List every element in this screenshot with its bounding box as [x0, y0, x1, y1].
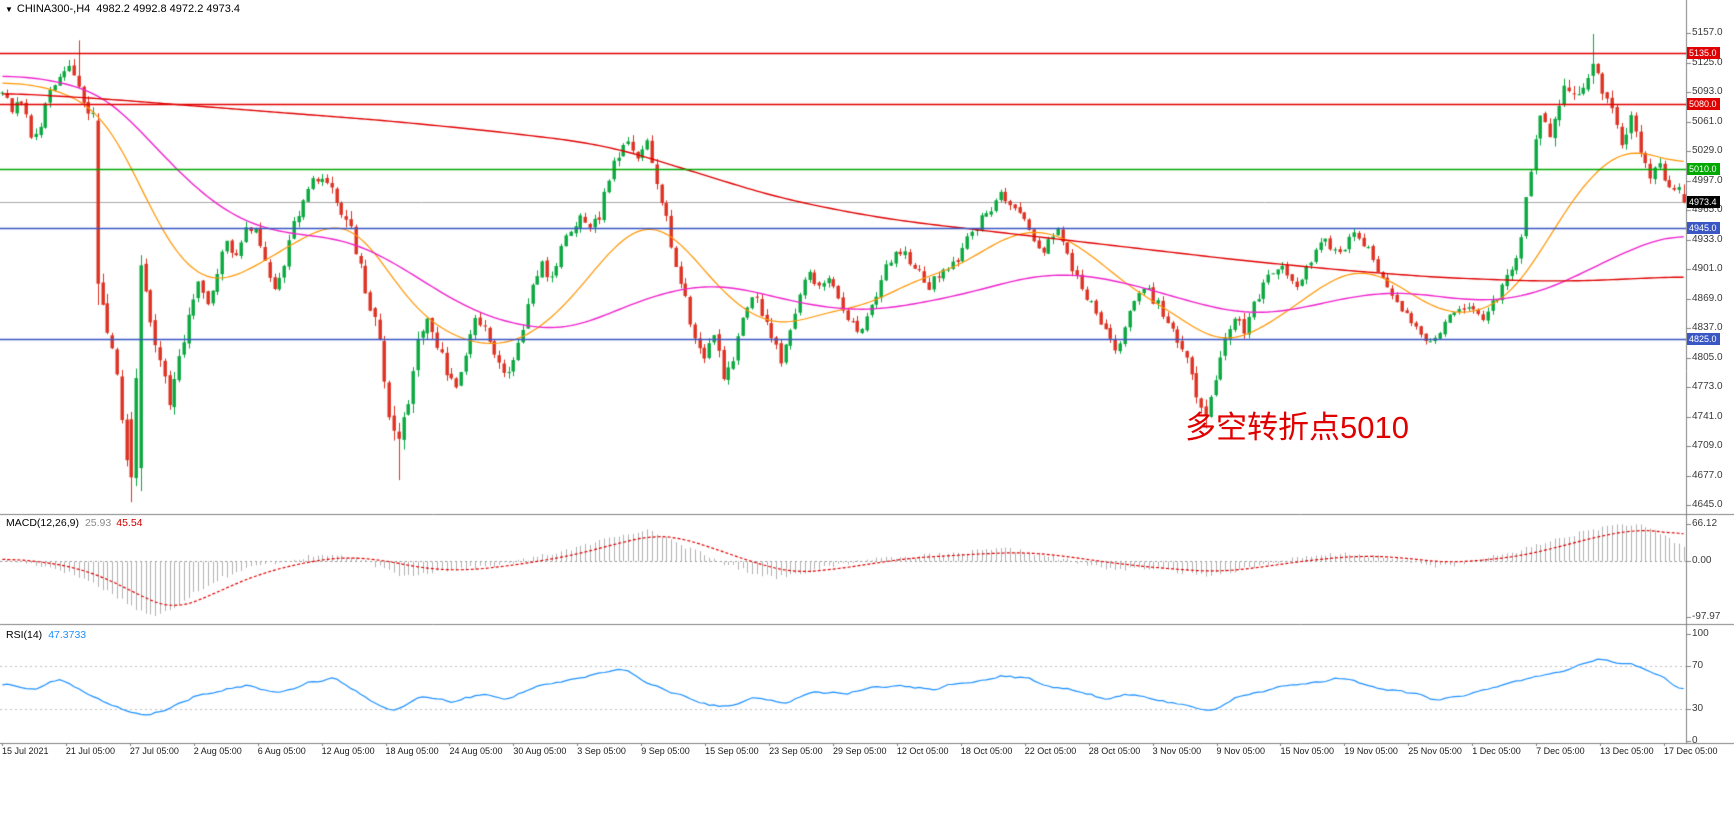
macd-main-value: 25.93 — [84, 517, 112, 529]
macd-indicator-label: MACD(12,26,9) 25.93 45.54 — [6, 517, 143, 529]
macd-signal-value: 45.54 — [116, 517, 143, 529]
symbol-dropdown-icon[interactable]: ▼ — [5, 5, 13, 14]
macd-params: MACD(12,26,9) — [6, 517, 79, 529]
ohlc-values: 4982.2 4992.8 4972.2 4973.4 — [96, 3, 241, 15]
symbol-timeframe-label: CHINA300-,H4 — [16, 3, 91, 15]
rsi-value: 47.3733 — [48, 629, 87, 641]
rsi-params: RSI(14) — [6, 629, 43, 641]
chart-header: ▼ CHINA300-,H4 4982.2 4992.8 4972.2 4973.4 — [5, 3, 240, 15]
annotation-text: 多空转折点5010 — [1185, 410, 1409, 445]
rsi-indicator-label: RSI(14) 47.3733 — [6, 629, 86, 641]
